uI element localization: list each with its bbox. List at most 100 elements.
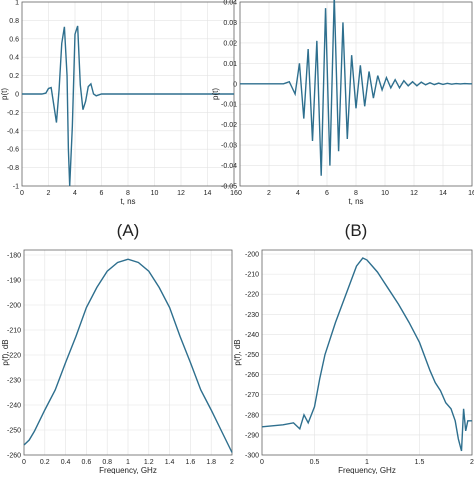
y-tick-label: -0.02: [221, 122, 237, 129]
chart-spectrum-a: -260 -250 -240 -230 -220 -210 -200 -190 -180 0 0.…: [1, 249, 234, 475]
y-tick-label: 0.01: [223, 61, 237, 68]
x-tick-label: 14: [439, 190, 447, 197]
x-tick-label: 0.5: [310, 459, 320, 466]
x-tick-label: 1.4: [165, 459, 175, 466]
chart-spectrum-b: -300 -290 -280 -270 -260 -250 -240 -230 -220 -210…: [233, 249, 474, 475]
y-tick-label: -200: [7, 303, 21, 310]
series-line: [23, 258, 233, 453]
y-tick-label: -240: [7, 403, 21, 410]
y-tick-label: -210: [7, 328, 21, 335]
x-axis-label: t, ns: [120, 197, 135, 206]
y-tick-labels: -0.05 -0.04 -0.03 -0.02 -0.01 0 0.01 0.02 0.03 0.…: [221, 0, 237, 191]
x-tick-label: 6: [325, 190, 329, 197]
y-axis-label: p(t): [211, 88, 220, 100]
y-tick-label: -210: [245, 272, 259, 279]
y-tick-label: -0.2: [7, 110, 19, 117]
y-axis-label: p(t): [0, 88, 9, 100]
x-tick-label: 8: [354, 190, 358, 197]
x-tick-label: 0: [20, 190, 24, 197]
y-tick-label: 0.02: [223, 40, 237, 47]
y-tick-label: -0.01: [221, 102, 237, 109]
x-tick-label: 0.4: [61, 459, 71, 466]
y-axis-label: p(f), dB: [233, 339, 242, 365]
x-tick-label: 1.2: [144, 459, 154, 466]
y-tick-label: -280: [245, 412, 259, 419]
series-line: [261, 257, 472, 452]
y-tick-label: -270: [245, 392, 259, 399]
y-tick-label: 0.03: [223, 20, 237, 27]
x-tick-label: 10: [381, 190, 389, 197]
y-tick-label: 0: [15, 92, 19, 99]
grid: [239, 1, 473, 187]
x-tick-label: 0.2: [40, 459, 50, 466]
x-tick-label: 10: [151, 190, 159, 197]
y-tick-label: -260: [245, 372, 259, 379]
x-tick-labels: 0 2 4 6 8 10 12 14 16: [20, 190, 238, 197]
y-tick-label: 0.8: [9, 18, 19, 25]
x-tick-label: 0: [238, 190, 242, 197]
x-tick-label: 2: [470, 459, 474, 466]
grid: [261, 250, 473, 456]
x-axis-label: Frequency, GHz: [338, 466, 396, 474]
x-tick-label: 0.6: [82, 459, 92, 466]
x-tick-label: 1.5: [415, 459, 425, 466]
y-axis-label: p(f), dB: [1, 339, 10, 365]
series-line: [240, 0, 472, 176]
y-tick-label: 0.04: [223, 0, 237, 7]
y-tick-label: -250: [245, 352, 259, 359]
panel-label-a: (A): [117, 221, 140, 240]
plot-frame: [23, 249, 233, 456]
panel-label-b: (B): [345, 221, 368, 240]
y-tick-label: -1: [13, 184, 19, 191]
y-tick-label: -220: [245, 292, 259, 299]
y-tick-label: 1: [15, 0, 19, 7]
x-tick-label: 0.8: [102, 459, 112, 466]
y-tick-label: -300: [245, 453, 259, 460]
y-tick-label: -290: [245, 432, 259, 439]
x-tick-label: 16: [230, 190, 238, 197]
x-tick-label: 4: [296, 190, 300, 197]
grid: [23, 250, 233, 456]
x-tick-label: 1: [126, 459, 130, 466]
y-tick-label: -240: [245, 332, 259, 339]
y-tick-label: -0.4: [7, 128, 19, 135]
plot-frame: [239, 1, 473, 187]
x-tick-label: 0: [22, 459, 26, 466]
chart-time-pulse-a: -1 -0.8 -0.6 -0.4 -0.2 0 0.2 0.4 0.6 0.8 1 0 2 4 6 8 10…: [0, 0, 238, 240]
plot-frame: [261, 249, 473, 456]
x-tick-label: 1: [365, 459, 369, 466]
x-tick-label: 6: [100, 190, 104, 197]
y-tick-label: -230: [245, 312, 259, 319]
x-tick-label: 12: [410, 190, 418, 197]
x-tick-label: 2: [47, 190, 51, 197]
x-axis-label: t, ns: [348, 197, 363, 206]
y-tick-label: -0.03: [221, 143, 237, 150]
y-tick-label: -180: [7, 253, 21, 260]
y-tick-label: -220: [7, 353, 21, 360]
x-tick-label: 0: [260, 459, 264, 466]
x-tick-label: 1.8: [206, 459, 216, 466]
y-tick-label: -190: [7, 278, 21, 285]
y-tick-labels: -1 -0.8 -0.6 -0.4 -0.2 0 0.2 0.4 0.6 0.8 1: [7, 0, 19, 191]
chart-time-pulse-b: -0.05 -0.04 -0.03 -0.02 -0.01 0 0.01 0.02 0.03 0.…: [211, 0, 474, 240]
x-tick-label: 2: [267, 190, 271, 197]
y-tick-label: -200: [245, 252, 259, 259]
y-tick-label: -230: [7, 378, 21, 385]
y-tick-label: 0: [233, 81, 237, 88]
y-tick-label: -0.04: [221, 163, 237, 170]
y-tick-label: -250: [7, 428, 21, 435]
x-tick-label: 14: [204, 190, 212, 197]
x-axis-label: Frequency, GHz: [99, 466, 157, 474]
y-tick-label: -0.6: [7, 147, 19, 154]
y-tick-label: -0.8: [7, 165, 19, 172]
y-tick-labels: -260 -250 -240 -230 -220 -210 -200 -190 -180: [7, 253, 21, 460]
x-tick-labels: 0 2 4 6 8 10 12 14 16: [238, 190, 474, 197]
x-tick-label: 1.6: [186, 459, 196, 466]
y-tick-label: 0.2: [9, 73, 19, 80]
y-tick-label: 0.6: [9, 36, 19, 43]
x-tick-label: 4: [73, 190, 77, 197]
x-tick-label: 2: [230, 459, 234, 466]
series-line: [22, 25, 234, 187]
